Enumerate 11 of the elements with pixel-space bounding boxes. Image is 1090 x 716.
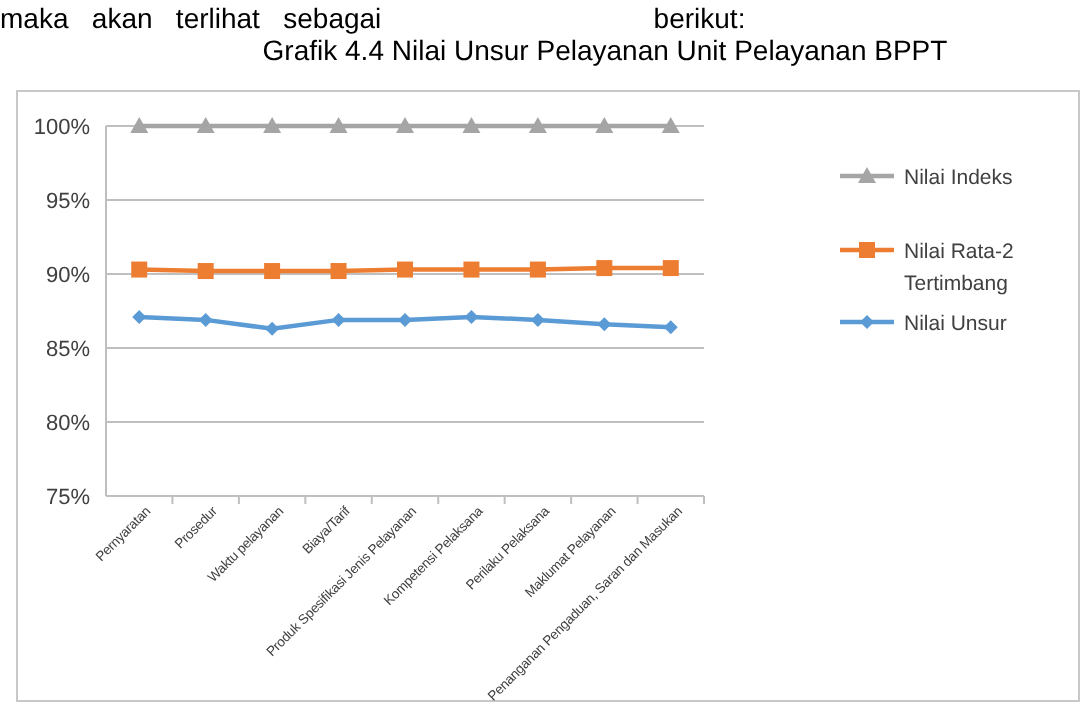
text: maka akan terlihat sebagai berikut: <box>0 2 746 34</box>
y-tick-label: 100% <box>33 116 91 140</box>
y-tick-label: 85% <box>45 338 91 362</box>
y-tick-label: 95% <box>45 190 91 214</box>
y-tick-label: 90% <box>45 264 91 288</box>
legend-label: Nilai Indeks <box>904 166 1013 190</box>
y-tick-label: 80% <box>45 412 91 436</box>
legend-label: Nilai Rata-2 Tertimbang <box>904 240 1015 296</box>
chart-title: Grafik 4.4 Nilai Unsur Pelayanan Unit Pelayanan BPPT <box>262 34 949 66</box>
legend-label: Nilai Unsur <box>904 312 1008 336</box>
y-tick-label: 75% <box>45 486 91 510</box>
